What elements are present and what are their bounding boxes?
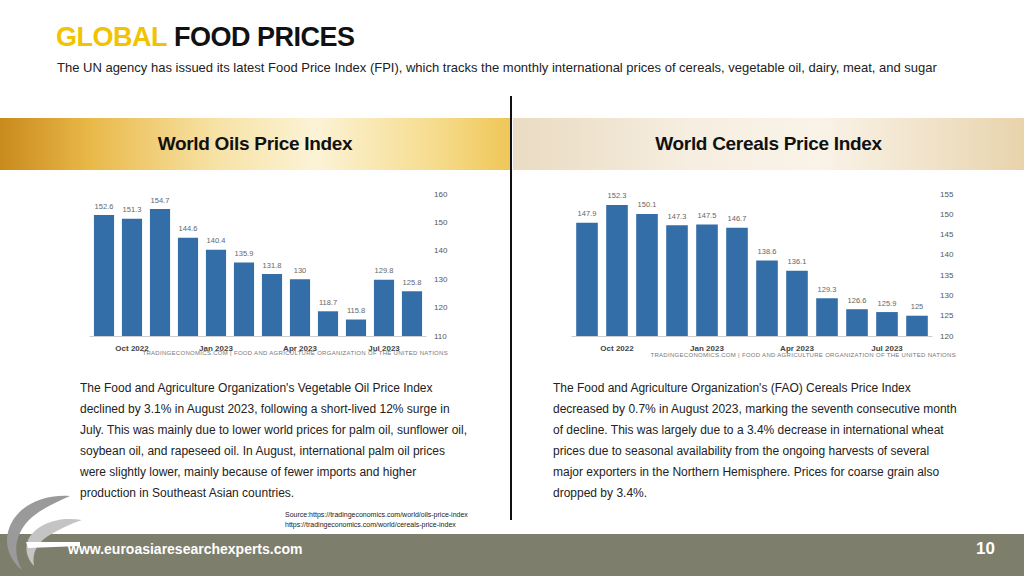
- svg-text:130: 130: [434, 275, 448, 284]
- svg-text:147.5: 147.5: [698, 211, 717, 220]
- svg-text:154.7: 154.7: [151, 196, 170, 205]
- svg-text:130: 130: [940, 291, 954, 300]
- svg-text:140: 140: [434, 246, 448, 255]
- svg-text:Jul 2023: Jul 2023: [368, 343, 400, 353]
- svg-text:150: 150: [434, 218, 448, 227]
- svg-text:151.3: 151.3: [123, 205, 142, 214]
- html-text:The Food and Agriculture Organ: The Food and Agriculture Organization's …: [80, 381, 467, 500]
- svg-text:Apr 2023: Apr 2023: [780, 344, 814, 353]
- svg-text:152.6: 152.6: [95, 202, 114, 211]
- svg-text:Oct 2022: Oct 2022: [600, 344, 634, 353]
- svg-text:Jan 2023: Jan 2023: [199, 343, 233, 353]
- svg-text:147.9: 147.9: [578, 209, 597, 218]
- svg-text:125.9: 125.9: [878, 299, 897, 308]
- svg-text:126.6: 126.6: [848, 296, 867, 305]
- svg-text:150.1: 150.1: [638, 200, 657, 209]
- svg-text:150: 150: [940, 210, 954, 219]
- svg-text:120: 120: [434, 303, 448, 312]
- html-text:GLOBAL FOOD PRICES: GLOBAL FOOD PRICES: [56, 22, 355, 52]
- html-text:The Food and Agriculture Organ: The Food and Agriculture Organization's …: [553, 381, 957, 500]
- svg-text:Apr 2023: Apr 2023: [283, 343, 317, 353]
- html-text:TRADINGECONOMICS.COM | FOOD AN: TRADINGECONOMICS.COM | FOOD AND AGRICULT…: [650, 352, 956, 358]
- html-text:www.euroasiaresearchexperts.co: www.euroasiaresearchexperts.com: [68, 541, 303, 557]
- svg-text:129.3: 129.3: [818, 285, 837, 294]
- svg-text:129.8: 129.8: [375, 266, 394, 275]
- svg-text:110: 110: [434, 332, 447, 341]
- html-text:https://tradingeconomics.com/w: https://tradingeconomics.com/world/cerea…: [285, 521, 456, 528]
- svg-text:115.8: 115.8: [347, 306, 365, 315]
- svg-text:125.8: 125.8: [403, 278, 422, 287]
- svg-text:125: 125: [940, 311, 954, 320]
- html-text:Source:https://tradingeconomic: Source:https://tradingeconomics.com/worl…: [285, 511, 468, 518]
- html-text:The UN agency has issued its l: The UN agency has issued its latest Food…: [57, 60, 937, 75]
- html-text:10: 10: [976, 539, 995, 558]
- html-text:World Oils Price Index: World Oils Price Index: [157, 133, 353, 154]
- svg-text:152.3: 152.3: [608, 191, 627, 200]
- svg-text:146.7: 146.7: [728, 214, 747, 223]
- svg-text:147.3: 147.3: [668, 212, 687, 221]
- svg-text:Jan 2023: Jan 2023: [690, 344, 724, 353]
- svg-text:140.4: 140.4: [207, 236, 226, 245]
- svg-text:145: 145: [940, 230, 954, 239]
- svg-text:138.6: 138.6: [758, 247, 777, 256]
- svg-text:Oct 2022: Oct 2022: [115, 343, 149, 353]
- svg-text:Jul 2023: Jul 2023: [871, 344, 903, 353]
- svg-text:118.7: 118.7: [319, 298, 337, 307]
- svg-text:120: 120: [940, 332, 954, 341]
- svg-text:135.9: 135.9: [235, 249, 254, 258]
- svg-text:130: 130: [294, 266, 307, 275]
- html-text:TRADINGECONOMICS.COM | FOOD AN: TRADINGECONOMICS.COM | FOOD AND AGRICULT…: [142, 350, 448, 356]
- svg-text:136.1: 136.1: [788, 257, 807, 266]
- svg-text:125: 125: [911, 302, 924, 311]
- svg-text:131.8: 131.8: [263, 261, 282, 270]
- svg-text:140: 140: [940, 250, 954, 259]
- svg-text:160: 160: [434, 190, 448, 199]
- svg-text:155: 155: [940, 190, 954, 199]
- svg-text:144.6: 144.6: [179, 224, 198, 233]
- html-text:World Cereals Price Index: World Cereals Price Index: [655, 133, 882, 154]
- svg-text:135: 135: [940, 271, 954, 280]
